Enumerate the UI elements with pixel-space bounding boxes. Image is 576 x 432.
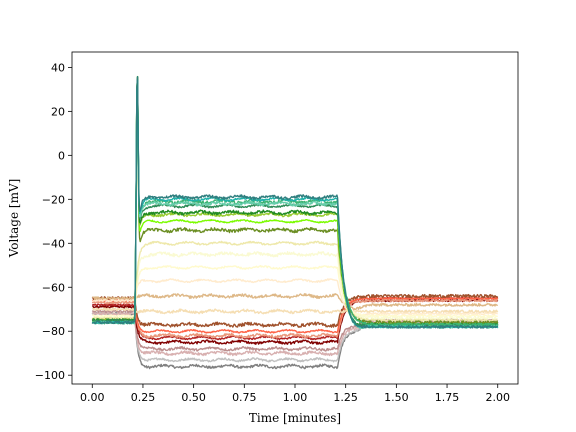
voltage-trace [92, 307, 499, 315]
y-axis-label: Voltage [mV] [7, 179, 21, 259]
trace-group [91, 75, 499, 370]
voltage-trace [91, 240, 498, 322]
voltage-trace [91, 76, 499, 329]
y-tick-label: −40 [42, 237, 65, 250]
voltage-trace [92, 298, 499, 345]
voltage-trace [91, 82, 499, 325]
voltage-trace [91, 264, 498, 318]
x-tick-label: 0.75 [232, 391, 257, 404]
x-tick-label: 0.50 [181, 391, 206, 404]
x-tick-label: 0.00 [80, 391, 105, 404]
x-axis: 0.00 0.25 0.50 0.75 1.00 1.25 1.50 1.75 2.00 [80, 384, 510, 404]
voltage-trace [92, 293, 499, 311]
y-tick-label: −20 [42, 193, 65, 206]
voltage-trace [91, 298, 499, 339]
y-tick-label: 20 [51, 105, 65, 118]
x-tick-label: 2.00 [485, 391, 510, 404]
voltage-trace [91, 293, 499, 328]
y-tick-label: 0 [58, 149, 65, 162]
voltage-trace [91, 251, 499, 321]
x-tick-label: 1.75 [435, 391, 460, 404]
y-tick-label: 40 [51, 61, 65, 74]
y-tick-label: −60 [42, 281, 65, 294]
voltage-trace [91, 278, 498, 318]
y-tick-label: −100 [35, 369, 65, 382]
voltage-trace [91, 79, 499, 327]
x-tick-label: 1.50 [384, 391, 409, 404]
x-axis-label: Time [minutes] [249, 411, 341, 425]
y-tick-label: −80 [42, 325, 65, 338]
x-tick-label: 0.25 [131, 391, 156, 404]
x-tick-label: 1.25 [333, 391, 358, 404]
y-axis: −100 −80 −60 −40 −20 0 20 40 [35, 61, 72, 382]
x-tick-label: 1.00 [283, 391, 308, 404]
